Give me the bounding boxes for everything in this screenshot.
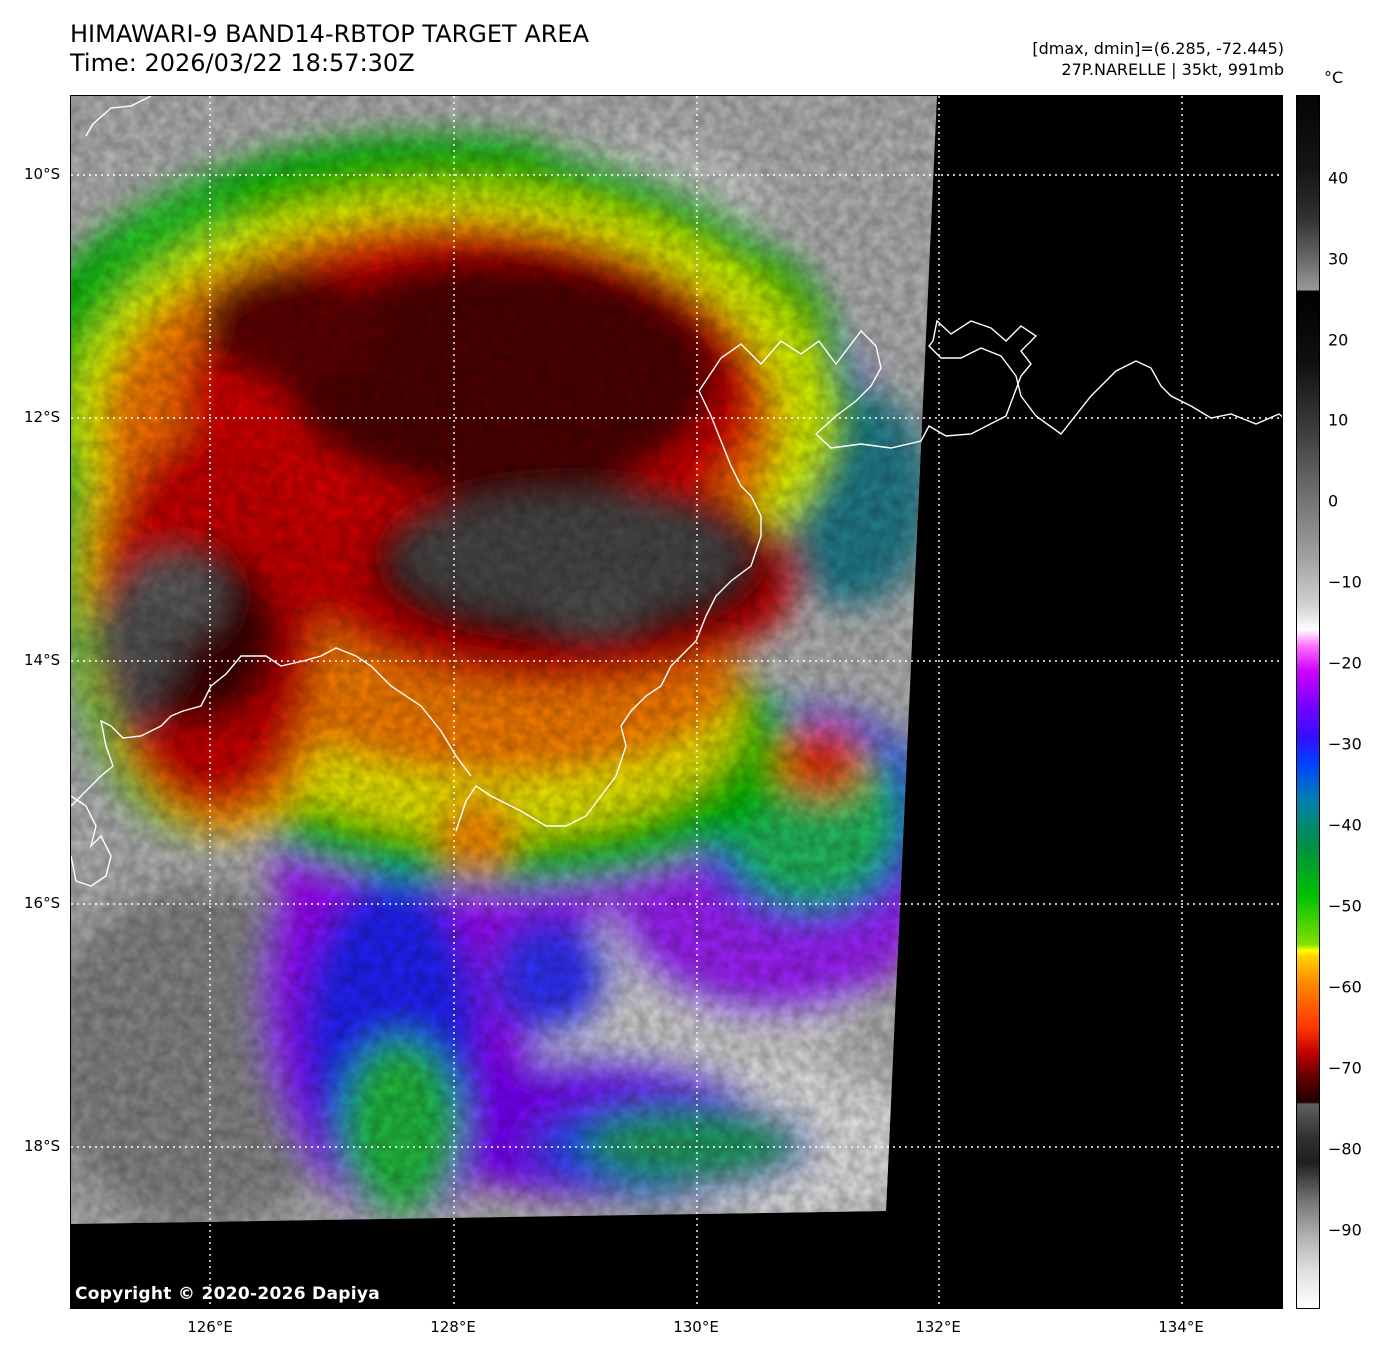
lat-label-16s: 16°S <box>24 894 61 912</box>
colorbar-tick: −10 <box>1328 572 1362 592</box>
colorbar-tick: −80 <box>1328 1139 1362 1159</box>
colorbar-tick: −30 <box>1328 734 1362 754</box>
lat-label-12s: 12°S <box>24 408 61 426</box>
lat-label-14s: 14°S <box>24 651 61 669</box>
title-time: Time: 2026/03/22 18:57:30Z <box>70 49 415 77</box>
colorbar-tick: 10 <box>1328 410 1349 430</box>
storm-label: 27P.NARELLE | 35kt, 991mb <box>1061 60 1284 79</box>
lon-label-132e: 132°E <box>915 1318 961 1336</box>
satellite-imagery <box>71 96 1282 1308</box>
dmax-dmin-label: [dmax, dmin]=(6.285, -72.445) <box>1032 39 1284 58</box>
storm-info: [dmax, dmin]=(6.285, -72.445) 27P.NARELL… <box>1032 38 1284 80</box>
lon-label-134e: 134°E <box>1158 1318 1204 1336</box>
colorbar-tick: −40 <box>1328 815 1362 835</box>
satellite-map[interactable] <box>70 95 1283 1309</box>
colorbar <box>1296 95 1320 1309</box>
coastline-lines <box>71 96 1282 887</box>
lat-label-18s: 18°S <box>24 1137 61 1155</box>
colorbar-tick: 30 <box>1328 249 1349 269</box>
graticule <box>71 96 1282 1308</box>
colorbar-tick: −20 <box>1328 653 1362 673</box>
colorbar-tick: 20 <box>1328 330 1349 350</box>
colorbar-tick: −60 <box>1328 977 1362 997</box>
lon-label-130e: 130°E <box>673 1318 719 1336</box>
copyright-text: Copyright © 2020-2026 Dapiya <box>75 1284 380 1304</box>
lon-label-128e: 128°E <box>430 1318 476 1336</box>
lat-label-10s: 10°S <box>24 165 61 183</box>
colorbar-tick: −70 <box>1328 1058 1362 1078</box>
colorbar-tick: 0 <box>1328 491 1339 511</box>
colorbar-unit: °C <box>1324 68 1344 87</box>
map-title: HIMAWARI-9 BAND14-RBTOP TARGET AREA Time… <box>70 20 589 78</box>
colorbar-tick: −50 <box>1328 896 1362 916</box>
title-line-1: HIMAWARI-9 BAND14-RBTOP TARGET AREA <box>70 20 590 48</box>
colorbar-tick: −90 <box>1328 1220 1362 1240</box>
lon-label-126e: 126°E <box>187 1318 233 1336</box>
colorbar-tick: 40 <box>1328 168 1349 188</box>
